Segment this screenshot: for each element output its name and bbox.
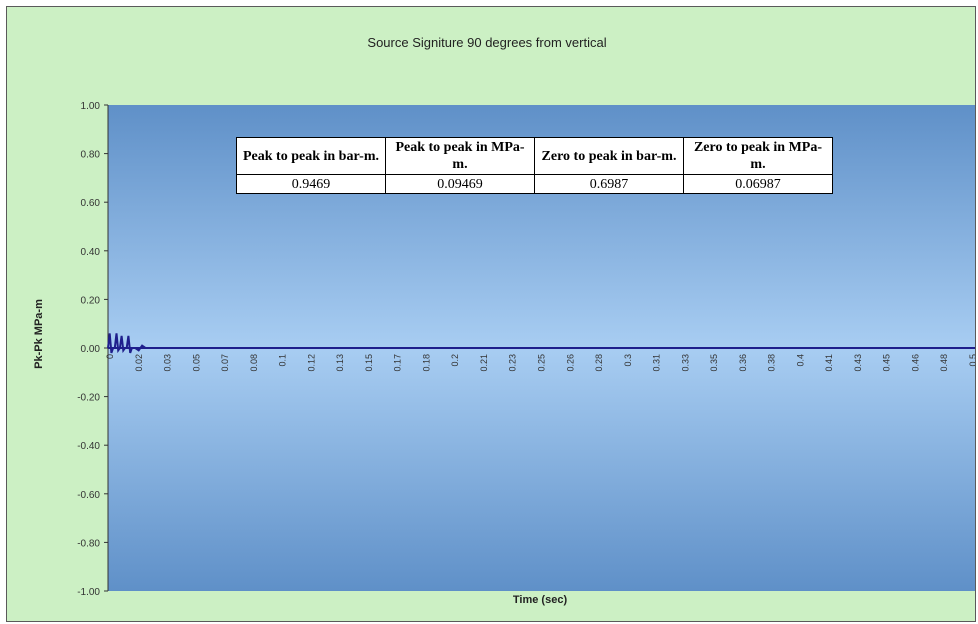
- header-zero-pk-mpa: Zero to peak in MPa-m.: [683, 137, 833, 175]
- x-tick-label: 0.1: [278, 354, 288, 367]
- y-axis-ticks: 1.00 0.80 0.60 0.40 0.20 0.00 -0.20 -0.40 -0.60 -…: [77, 101, 108, 598]
- y-tick-label: 0.60: [81, 198, 101, 209]
- x-tick-label: 0.2: [450, 354, 460, 367]
- chart: Source Signiture 90 degrees from vertica…: [33, 35, 975, 606]
- x-tick-label: 0.4: [795, 354, 805, 367]
- x-tick-label: 0.5: [968, 354, 975, 367]
- header-pk-pk-mpa: Peak to peak in MPa-m.: [385, 137, 535, 175]
- x-tick-label: 0: [105, 354, 115, 359]
- x-tick-label: 0.23: [508, 354, 518, 372]
- x-tick-label: 0.21: [479, 354, 489, 372]
- value-pk-pk-mpa: 0.09469: [385, 174, 535, 194]
- y-tick-label: -0.40: [77, 441, 100, 452]
- chart-title: Source Signiture 90 degrees from vertica…: [367, 35, 606, 50]
- x-tick-label: 0.45: [882, 354, 892, 372]
- x-tick-label: 0.28: [594, 354, 604, 372]
- x-tick-label: 0.31: [652, 354, 662, 372]
- x-axis-label: Time (sec): [513, 594, 568, 606]
- x-tick-label: 0.13: [335, 354, 345, 372]
- y-tick-label: -0.20: [77, 393, 100, 404]
- x-tick-label: 0.15: [364, 354, 374, 372]
- x-tick-label: 0.48: [939, 354, 949, 372]
- x-tick-label: 0.41: [824, 354, 834, 372]
- header-pk-pk-bar: Peak to peak in bar-m.: [236, 137, 386, 175]
- stats-table: Peak to peak in bar-m. Peak to peak in M…: [236, 137, 833, 194]
- x-tick-label: 0.07: [220, 354, 230, 372]
- x-tick-label: 0.17: [393, 354, 403, 372]
- x-tick-label: 0.26: [565, 354, 575, 372]
- y-axis-label: Pk-Pk MPa-m: [33, 299, 45, 369]
- x-tick-label: 0.08: [249, 354, 259, 372]
- value-zero-pk-mpa: 0.06987: [683, 174, 833, 194]
- chart-frame: Source Signiture 90 degrees from vertica…: [6, 6, 976, 622]
- x-axis-ticks: 0 0.02 0.03 0.05 0.07 0.08 0.1 0.12 0.13 0.15 0.17…: [105, 354, 975, 372]
- y-tick-label: 0.80: [81, 150, 101, 161]
- value-zero-pk-bar: 0.6987: [534, 174, 684, 194]
- x-tick-label: 0.03: [163, 354, 173, 372]
- value-pk-pk-bar: 0.9469: [236, 174, 386, 194]
- x-tick-label: 0.05: [191, 354, 201, 372]
- x-tick-label: 0.18: [421, 354, 431, 372]
- stats-header-row: Peak to peak in bar-m. Peak to peak in M…: [236, 137, 833, 175]
- x-tick-label: 0.36: [738, 354, 748, 372]
- x-tick-label: 0.46: [910, 354, 920, 372]
- x-tick-label: 0.12: [306, 354, 316, 372]
- y-tick-label: -0.80: [77, 538, 100, 549]
- y-tick-label: 0.40: [81, 247, 101, 258]
- x-tick-label: 0.02: [134, 354, 144, 372]
- y-tick-label: -0.60: [77, 490, 100, 501]
- x-tick-label: 0.3: [623, 354, 633, 367]
- x-tick-label: 0.25: [537, 354, 547, 372]
- header-zero-pk-bar: Zero to peak in bar-m.: [534, 137, 684, 175]
- y-tick-label: 1.00: [81, 101, 101, 112]
- y-tick-label: 0.00: [81, 344, 101, 355]
- x-tick-label: 0.38: [767, 354, 777, 372]
- x-tick-label: 0.43: [853, 354, 863, 372]
- y-tick-label: 0.20: [81, 295, 101, 306]
- y-tick-label: -1.00: [77, 587, 100, 598]
- x-tick-label: 0.33: [680, 354, 690, 372]
- x-tick-label: 0.35: [709, 354, 719, 372]
- stats-value-row: 0.9469 0.09469 0.6987 0.06987: [236, 174, 833, 194]
- series-line: [107, 333, 975, 354]
